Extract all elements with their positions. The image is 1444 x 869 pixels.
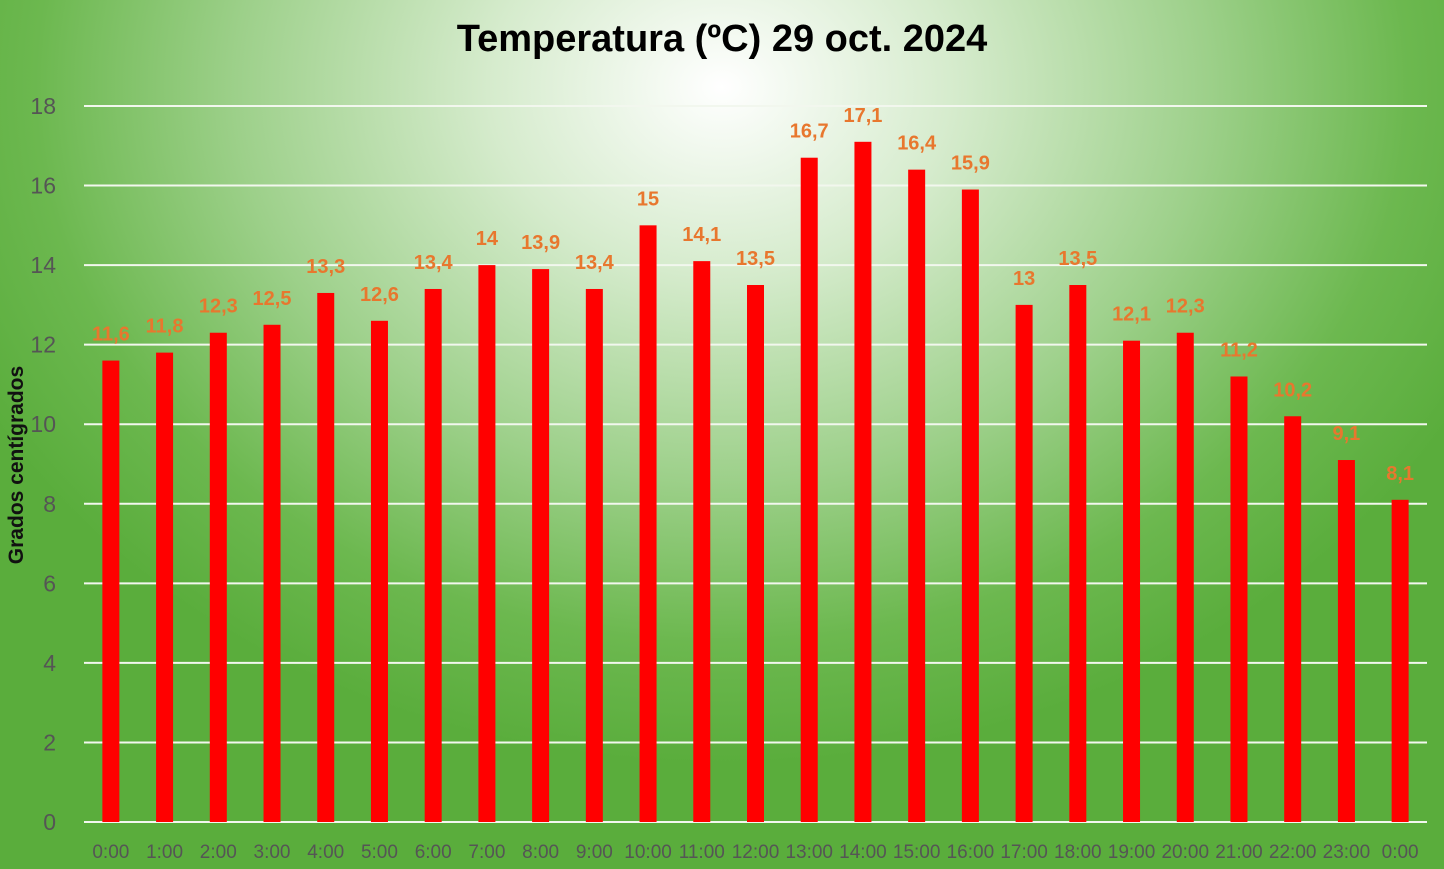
y-tick-label: 12 xyxy=(30,332,56,358)
x-tick-label: 4:00 xyxy=(307,842,344,863)
bar xyxy=(370,320,388,822)
bar xyxy=(1176,332,1194,822)
x-tick-label: 0:00 xyxy=(1382,842,1419,863)
data-label: 12,3 xyxy=(199,296,238,318)
data-label: 11,2 xyxy=(1220,339,1258,361)
x-tick-label: 11:00 xyxy=(679,842,725,863)
x-tick-label: 18:00 xyxy=(1054,842,1102,863)
x-tick-label: 17:00 xyxy=(1000,842,1048,863)
data-label: 10,2 xyxy=(1273,379,1312,401)
data-label: 16,7 xyxy=(790,121,829,143)
bar xyxy=(532,269,550,823)
bar xyxy=(317,292,335,822)
bar xyxy=(1230,376,1248,822)
bar xyxy=(1337,460,1355,822)
x-tick-label: 23:00 xyxy=(1323,842,1371,863)
y-tick-label: 6 xyxy=(43,570,56,596)
y-tick-label: 0 xyxy=(43,809,56,835)
x-tick-label: 20:00 xyxy=(1161,842,1209,863)
x-tick-label: 8:00 xyxy=(522,842,559,863)
data-label: 13,4 xyxy=(414,252,454,274)
bar xyxy=(747,285,764,822)
y-tick-label: 4 xyxy=(43,650,56,676)
data-label: 14 xyxy=(476,228,499,250)
x-tick-label: 12:00 xyxy=(732,842,780,863)
x-tick-label: 22:00 xyxy=(1269,842,1317,863)
x-tick-label: 9:00 xyxy=(576,842,613,863)
data-label: 17,1 xyxy=(843,105,882,127)
x-tick-label: 15:00 xyxy=(893,842,941,863)
data-label: 13,5 xyxy=(736,248,775,270)
data-label: 13 xyxy=(1013,268,1035,290)
bar xyxy=(424,288,442,822)
bar xyxy=(639,225,657,823)
bar xyxy=(585,288,603,822)
bar xyxy=(1391,499,1409,822)
data-label: 15,9 xyxy=(951,153,990,175)
data-label: 8,1 xyxy=(1386,463,1414,485)
y-tick-label: 16 xyxy=(30,173,56,199)
data-label: 12,3 xyxy=(1166,296,1205,318)
x-tick-label: 14:00 xyxy=(839,842,887,863)
x-tick-label: 1:00 xyxy=(146,842,183,863)
bar xyxy=(693,261,711,823)
data-label: 13,4 xyxy=(575,252,615,274)
x-tick-label: 2:00 xyxy=(200,842,237,863)
x-tick-label: 21:00 xyxy=(1215,842,1263,863)
data-label: 13,9 xyxy=(521,232,560,254)
data-label: 11,6 xyxy=(92,324,130,346)
bar xyxy=(1015,304,1033,822)
bar xyxy=(102,360,120,822)
data-labels: 11,6 11,8 12,3 12,5 13,3 12,6 13,4 14 13,9 13,4 15… xyxy=(92,105,1414,485)
x-tick-label: 19:00 xyxy=(1108,842,1156,863)
x-tick-label: 10:00 xyxy=(624,842,672,863)
bars xyxy=(102,141,1409,823)
x-tick-label: 3:00 xyxy=(254,842,291,863)
data-label: 14,1 xyxy=(682,224,721,246)
x-tick-label: 0:00 xyxy=(92,842,129,863)
x-tick-label: 13:00 xyxy=(785,842,833,863)
bar xyxy=(854,141,872,823)
data-label: 12,1 xyxy=(1112,304,1151,326)
bar xyxy=(209,332,227,822)
x-tick-label: 7:00 xyxy=(468,842,505,863)
y-tick-label: 14 xyxy=(30,252,56,278)
bar xyxy=(800,157,818,822)
y-tick-label: 8 xyxy=(43,491,56,517)
data-label: 13,3 xyxy=(306,256,345,278)
bar xyxy=(961,189,979,823)
bar xyxy=(263,324,281,822)
bar xyxy=(156,352,174,822)
y-tick-label: 10 xyxy=(30,411,56,437)
bar xyxy=(908,169,926,823)
y-axis-ticks: 0 2 4 6 8 10 12 14 16 18 xyxy=(30,93,56,835)
data-label: 16,4 xyxy=(897,133,937,155)
y-tick-label: 2 xyxy=(43,729,56,755)
x-axis-ticks: 0:00 1:00 2:00 3:00 4:00 5:00 6:00 7:00 8:00 9:00… xyxy=(92,842,1418,863)
x-tick-label: 5:00 xyxy=(361,842,398,863)
data-label: 12,6 xyxy=(360,284,399,306)
y-tick-label: 18 xyxy=(30,93,56,119)
bar xyxy=(1069,285,1087,822)
bar xyxy=(1123,340,1141,822)
data-label: 11,8 xyxy=(146,316,184,338)
bar xyxy=(478,265,496,823)
bar xyxy=(1284,416,1302,822)
data-label: 12,5 xyxy=(253,288,292,310)
chart-title: Temperatura (ºC) 29 oct. 2024 xyxy=(456,18,988,60)
data-label: 15 xyxy=(637,188,659,210)
data-label: 13,5 xyxy=(1058,248,1097,270)
x-tick-label: 6:00 xyxy=(415,842,452,863)
data-label: 9,1 xyxy=(1333,423,1361,445)
x-tick-label: 16:00 xyxy=(947,842,995,863)
